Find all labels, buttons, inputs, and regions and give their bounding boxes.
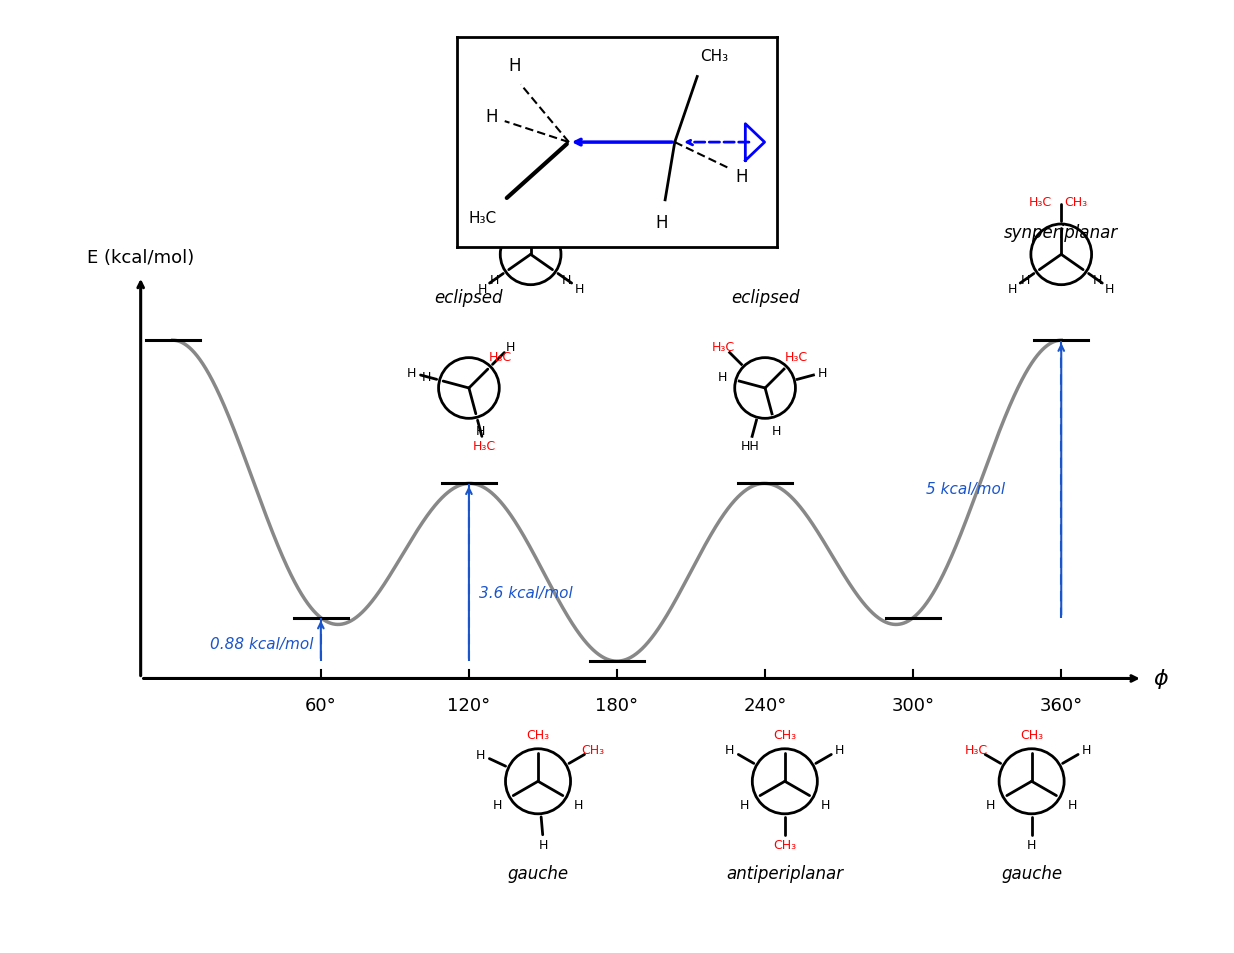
Text: H₃C: H₃C <box>712 340 734 354</box>
Text: H₃C: H₃C <box>1029 195 1053 209</box>
Text: H₃C: H₃C <box>965 743 988 757</box>
Text: H: H <box>718 371 727 384</box>
Text: H: H <box>1021 274 1030 287</box>
Text: H: H <box>476 748 485 761</box>
Text: H: H <box>735 168 748 186</box>
Text: H₃C: H₃C <box>468 212 496 226</box>
Text: 300°: 300° <box>892 696 934 714</box>
Text: CH₃: CH₃ <box>527 728 549 740</box>
Text: H: H <box>821 799 830 812</box>
Text: CH₃: CH₃ <box>1064 195 1087 209</box>
Text: H: H <box>478 282 487 295</box>
Text: H: H <box>475 424 485 437</box>
Text: antiperiplanar: antiperiplanar <box>727 864 843 882</box>
Text: H: H <box>574 799 584 812</box>
Text: H: H <box>726 743 734 757</box>
Text: CH₃: CH₃ <box>533 195 557 209</box>
Text: 5 kcal/mol: 5 kcal/mol <box>926 481 1004 497</box>
Text: 60°: 60° <box>305 696 337 714</box>
Text: H: H <box>486 108 499 126</box>
Text: H: H <box>561 274 571 287</box>
Text: 180°: 180° <box>596 696 638 714</box>
Text: synperiplanar: synperiplanar <box>1004 224 1118 242</box>
Text: H: H <box>1104 282 1114 295</box>
Text: H: H <box>422 371 431 384</box>
Text: H: H <box>1092 274 1102 287</box>
Text: H: H <box>771 424 781 437</box>
Text: H: H <box>1067 799 1077 812</box>
Text: $\phi$: $\phi$ <box>1153 667 1169 691</box>
Text: E (kcal/mol): E (kcal/mol) <box>88 249 194 267</box>
Text: 120°: 120° <box>447 696 491 714</box>
Text: H: H <box>1008 282 1018 295</box>
Text: H₃C: H₃C <box>785 351 808 364</box>
Text: CH₃: CH₃ <box>701 50 728 65</box>
Text: H: H <box>490 274 500 287</box>
Text: gauche: gauche <box>507 864 569 882</box>
Text: CH₃: CH₃ <box>774 728 796 740</box>
Text: 0.88 kcal/mol: 0.88 kcal/mol <box>210 637 313 652</box>
Text: H₃C: H₃C <box>489 351 512 364</box>
Text: CH₃: CH₃ <box>774 839 796 851</box>
Text: H: H <box>492 799 502 812</box>
Text: H₃C: H₃C <box>473 439 496 452</box>
Text: CH₃: CH₃ <box>1021 728 1043 740</box>
Text: H: H <box>739 799 749 812</box>
Text: H: H <box>407 367 416 379</box>
Text: eclipsed: eclipsed <box>434 289 503 306</box>
Text: HH: HH <box>740 439 759 452</box>
Text: eclipsed: eclipsed <box>731 289 800 306</box>
Text: H: H <box>506 340 516 354</box>
Text: H: H <box>508 57 521 75</box>
Text: H: H <box>986 799 996 812</box>
Text: H: H <box>1082 743 1091 757</box>
Text: gauche: gauche <box>1001 864 1062 882</box>
Text: H: H <box>818 367 827 379</box>
Text: 3.6 kcal/mol: 3.6 kcal/mol <box>479 585 573 600</box>
Text: 360°: 360° <box>1039 696 1083 714</box>
Text: H: H <box>539 838 548 851</box>
Text: H: H <box>835 743 844 757</box>
Text: H: H <box>655 213 668 232</box>
Text: H: H <box>574 282 584 295</box>
Text: H₃C: H₃C <box>499 195 522 209</box>
Text: 240°: 240° <box>743 696 787 714</box>
Text: synperiplanar: synperiplanar <box>474 224 587 242</box>
Text: H: H <box>1027 839 1037 851</box>
Text: CH₃: CH₃ <box>581 743 605 757</box>
